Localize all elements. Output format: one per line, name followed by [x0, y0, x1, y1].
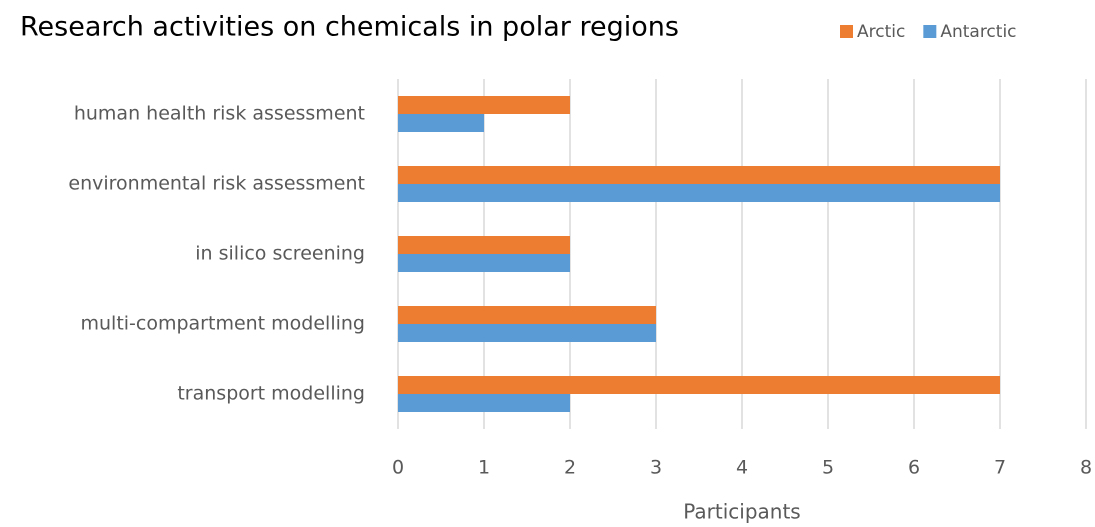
bar — [398, 96, 570, 114]
y-tick-label: multi-compartment modelling — [80, 313, 365, 335]
y-tick-label: transport modelling — [177, 383, 365, 405]
bar — [398, 114, 484, 132]
x-tick-label: 3 — [650, 457, 662, 479]
x-tick-label: 2 — [564, 457, 576, 479]
bar — [398, 324, 656, 342]
bar — [398, 166, 1000, 184]
y-tick-label: human health risk assessment — [74, 103, 365, 125]
bar — [398, 394, 570, 412]
y-tick-label: environmental risk assessment — [68, 173, 365, 195]
legend-swatch — [840, 25, 853, 38]
bar — [398, 254, 570, 272]
bar — [398, 306, 656, 324]
legend-label: Antarctic — [940, 22, 1016, 42]
y-tick-label: in silico screening — [195, 243, 365, 265]
legend-swatch — [923, 25, 937, 38]
x-tick-label: 8 — [1080, 457, 1092, 479]
legend-label: Arctic — [857, 22, 905, 42]
chart-title: Research activities on chemicals in pola… — [20, 12, 679, 43]
x-tick-label: 7 — [994, 457, 1006, 479]
x-axis-title: Participants — [683, 500, 800, 524]
bar — [398, 236, 570, 254]
x-tick-label: 5 — [822, 457, 834, 479]
x-tick-label: 0 — [392, 457, 404, 479]
x-tick-label: 1 — [478, 457, 490, 479]
x-tick-label: 4 — [736, 457, 748, 479]
bar — [398, 376, 1000, 394]
bar — [398, 184, 1000, 202]
x-tick-label: 6 — [908, 457, 920, 479]
